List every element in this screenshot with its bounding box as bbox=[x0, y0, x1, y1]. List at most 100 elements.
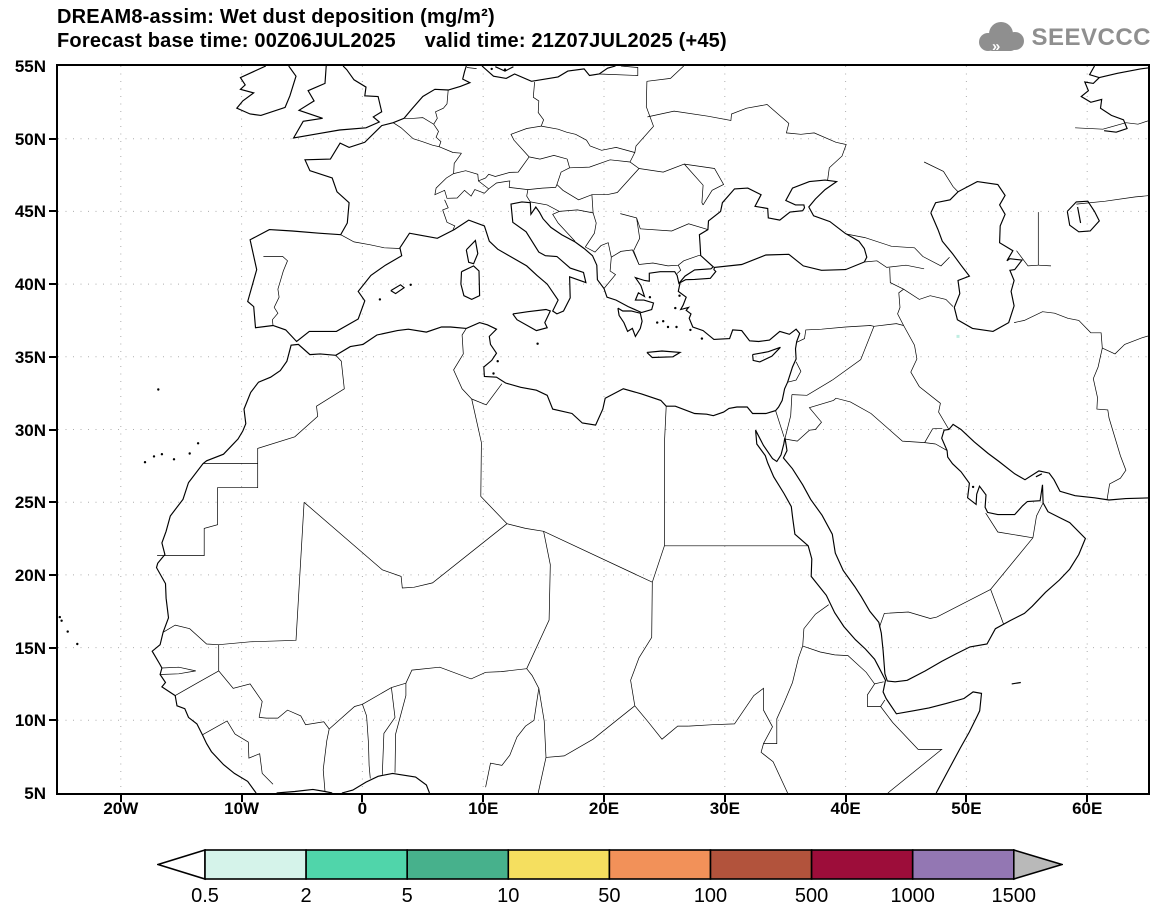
country-border bbox=[541, 81, 654, 153]
country-border bbox=[791, 379, 833, 396]
coastline bbox=[390, 284, 406, 295]
colorbar: 0.5 2 5 10 50 100 500 1000 1500 bbox=[155, 848, 1065, 907]
y-axis-tick bbox=[49, 210, 56, 213]
country-border bbox=[303, 502, 508, 589]
country-border bbox=[322, 728, 330, 792]
country-border bbox=[638, 163, 704, 206]
coastline bbox=[1099, 67, 1148, 79]
country-border bbox=[405, 666, 527, 684]
country-border bbox=[537, 705, 636, 793]
colorbar-level-label: 10 bbox=[497, 885, 520, 907]
colorbar-segment bbox=[507, 849, 611, 880]
country-border bbox=[897, 288, 904, 326]
country-border bbox=[935, 443, 948, 451]
island-dot bbox=[662, 320, 665, 323]
island-dot bbox=[66, 630, 69, 633]
colorbar-segment bbox=[709, 849, 813, 880]
country-border bbox=[466, 67, 477, 69]
country-border bbox=[923, 161, 959, 193]
country-border bbox=[488, 180, 528, 190]
country-border bbox=[903, 325, 950, 430]
island-dot bbox=[496, 360, 499, 363]
x-axis-tick bbox=[240, 795, 243, 802]
country-border bbox=[879, 589, 991, 628]
country-border bbox=[630, 582, 653, 706]
y-axis-label: 30N bbox=[14, 420, 46, 440]
country-border bbox=[880, 706, 943, 793]
x-axis-label: 20W bbox=[103, 799, 139, 818]
colorbar-level-label: 500 bbox=[794, 885, 829, 907]
country-border bbox=[340, 234, 400, 249]
island-dot bbox=[700, 337, 704, 340]
coastline bbox=[1077, 206, 1082, 224]
y-axis-label: 20N bbox=[14, 565, 46, 585]
country-border bbox=[526, 531, 551, 669]
island-dot bbox=[971, 485, 975, 489]
coastline bbox=[235, 66, 297, 116]
country-border bbox=[471, 398, 508, 524]
coastline bbox=[1035, 473, 1043, 478]
island-dot bbox=[503, 68, 507, 71]
x-axis-tick bbox=[119, 795, 122, 802]
country-border bbox=[485, 668, 540, 788]
country-border bbox=[161, 666, 196, 672]
x-axis-label: 40E bbox=[830, 799, 861, 818]
chart-title: DREAM8-assim: Wet dust deposition (mg/m²… bbox=[57, 6, 495, 28]
country-border bbox=[802, 645, 884, 685]
coastline bbox=[752, 346, 781, 363]
y-axis-tick bbox=[49, 501, 56, 504]
country-border bbox=[796, 323, 904, 343]
country-border bbox=[218, 644, 263, 718]
country-border bbox=[599, 66, 639, 76]
island-dot bbox=[172, 458, 176, 461]
coastline bbox=[465, 239, 479, 265]
country-border bbox=[646, 66, 684, 82]
coastline bbox=[1080, 66, 1128, 133]
y-axis-tick bbox=[49, 283, 56, 286]
coastline bbox=[1011, 681, 1021, 685]
country-border bbox=[506, 523, 665, 583]
country-border bbox=[784, 394, 793, 438]
x-axis-tick bbox=[723, 795, 726, 802]
country-border bbox=[434, 173, 490, 199]
y-axis-label: 15N bbox=[14, 638, 46, 658]
y-axis-tick bbox=[49, 646, 56, 649]
colorbar-segment bbox=[406, 849, 510, 880]
wet-deposition-spot bbox=[956, 334, 960, 338]
y-axis-label: 10N bbox=[14, 711, 46, 731]
y-axis-tick bbox=[49, 355, 56, 358]
coastline bbox=[276, 788, 333, 793]
country-border bbox=[532, 81, 544, 127]
country-border bbox=[585, 212, 597, 248]
country-border bbox=[867, 683, 886, 707]
country-border bbox=[832, 326, 875, 381]
island-dot bbox=[675, 325, 678, 329]
island-dot bbox=[143, 461, 147, 464]
country-border bbox=[664, 406, 667, 546]
country-border bbox=[1032, 502, 1044, 538]
country-border bbox=[157, 463, 259, 556]
title-block: DREAM8-assim: Wet dust deposition (mg/m²… bbox=[57, 5, 727, 53]
island-dot bbox=[160, 453, 164, 456]
x-axis-label: 30E bbox=[709, 799, 740, 818]
island-dot bbox=[60, 619, 63, 622]
island-dot bbox=[152, 455, 156, 458]
y-axis-label: 25N bbox=[14, 493, 46, 513]
country-border bbox=[526, 159, 571, 203]
colorbar-segment bbox=[305, 849, 409, 880]
coastline bbox=[460, 265, 481, 301]
island-dot bbox=[492, 372, 495, 375]
country-border bbox=[760, 645, 804, 793]
country-border bbox=[394, 683, 407, 773]
y-axis-label: 5N bbox=[24, 784, 46, 803]
y-axis-tick bbox=[49, 573, 56, 576]
map-panel bbox=[56, 64, 1150, 795]
x-axis-tick bbox=[965, 795, 968, 802]
island-dot bbox=[76, 642, 79, 646]
y-axis-label: 35N bbox=[14, 347, 46, 367]
x-axis-label: 60E bbox=[1072, 799, 1103, 818]
country-border bbox=[538, 688, 547, 758]
island-dot bbox=[536, 342, 539, 345]
country-border bbox=[684, 163, 725, 206]
